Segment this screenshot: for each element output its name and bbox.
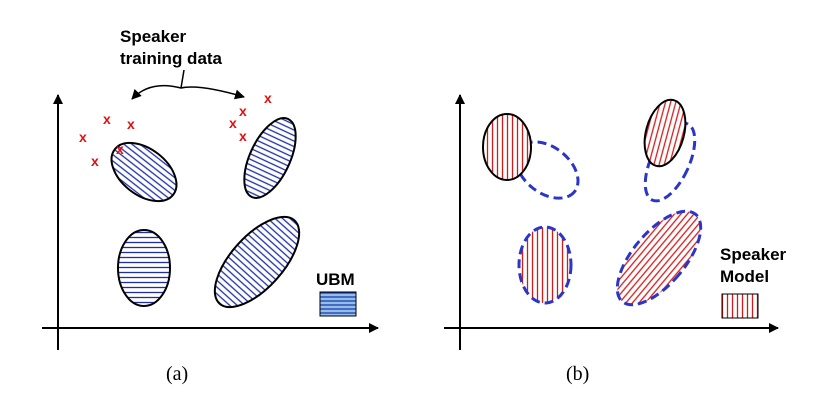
- speaker-model-legend-label: Speaker: [720, 245, 787, 264]
- ubm-ellipse-bottom-right: [213, 215, 301, 309]
- ubm-outline-bottom-left: [517, 225, 573, 305]
- ubm-ellipse-bottom-left: [117, 229, 171, 307]
- panel-a-axes: [42, 94, 379, 350]
- speaker-ellipse-top-left: [482, 113, 532, 181]
- ubm-ellipse-top-left: [110, 141, 178, 203]
- ubm-ellipse-top-right: [243, 117, 297, 199]
- cross-marker: x: [116, 141, 124, 157]
- speaker-ellipse-bottom-right: [617, 211, 701, 305]
- speaker-model-legend-label-line2: Model: [720, 267, 769, 286]
- speaker-ellipse-top-right: [643, 98, 687, 168]
- cross-marker: x: [127, 116, 135, 132]
- speaker-training-data-label: Speaker: [120, 27, 187, 46]
- ubm-outline-bottom-right: [615, 209, 703, 307]
- cross-marker: x: [264, 90, 272, 106]
- panel-a-caption: (a): [166, 363, 188, 385]
- speaker-ellipse-bottom-left: [519, 227, 571, 303]
- cross-marker: x: [79, 129, 87, 145]
- panel-b-axes: [444, 94, 779, 350]
- cross-marker: x: [239, 103, 247, 119]
- cross-marker: x: [239, 128, 247, 144]
- speaker-training-crosses: x x x x x x x x x: [79, 90, 272, 169]
- speaker-model-legend-swatch: [721, 293, 759, 319]
- annotation-arrow: [131, 84, 245, 100]
- cross-marker: x: [91, 153, 99, 169]
- panel-a: x x x x x x x x x Speaker training data …: [42, 27, 379, 385]
- speaker-training-data-label-line2: training data: [120, 49, 223, 68]
- cross-marker: x: [229, 115, 237, 131]
- annotation-pointer: [180, 69, 185, 89]
- ubm-legend-swatch: [319, 291, 357, 317]
- cross-marker: x: [103, 111, 111, 127]
- ubm-legend-label: UBM: [316, 270, 355, 289]
- panel-b-caption: (b): [566, 363, 589, 385]
- panel-b: Speaker Model (b): [444, 94, 787, 385]
